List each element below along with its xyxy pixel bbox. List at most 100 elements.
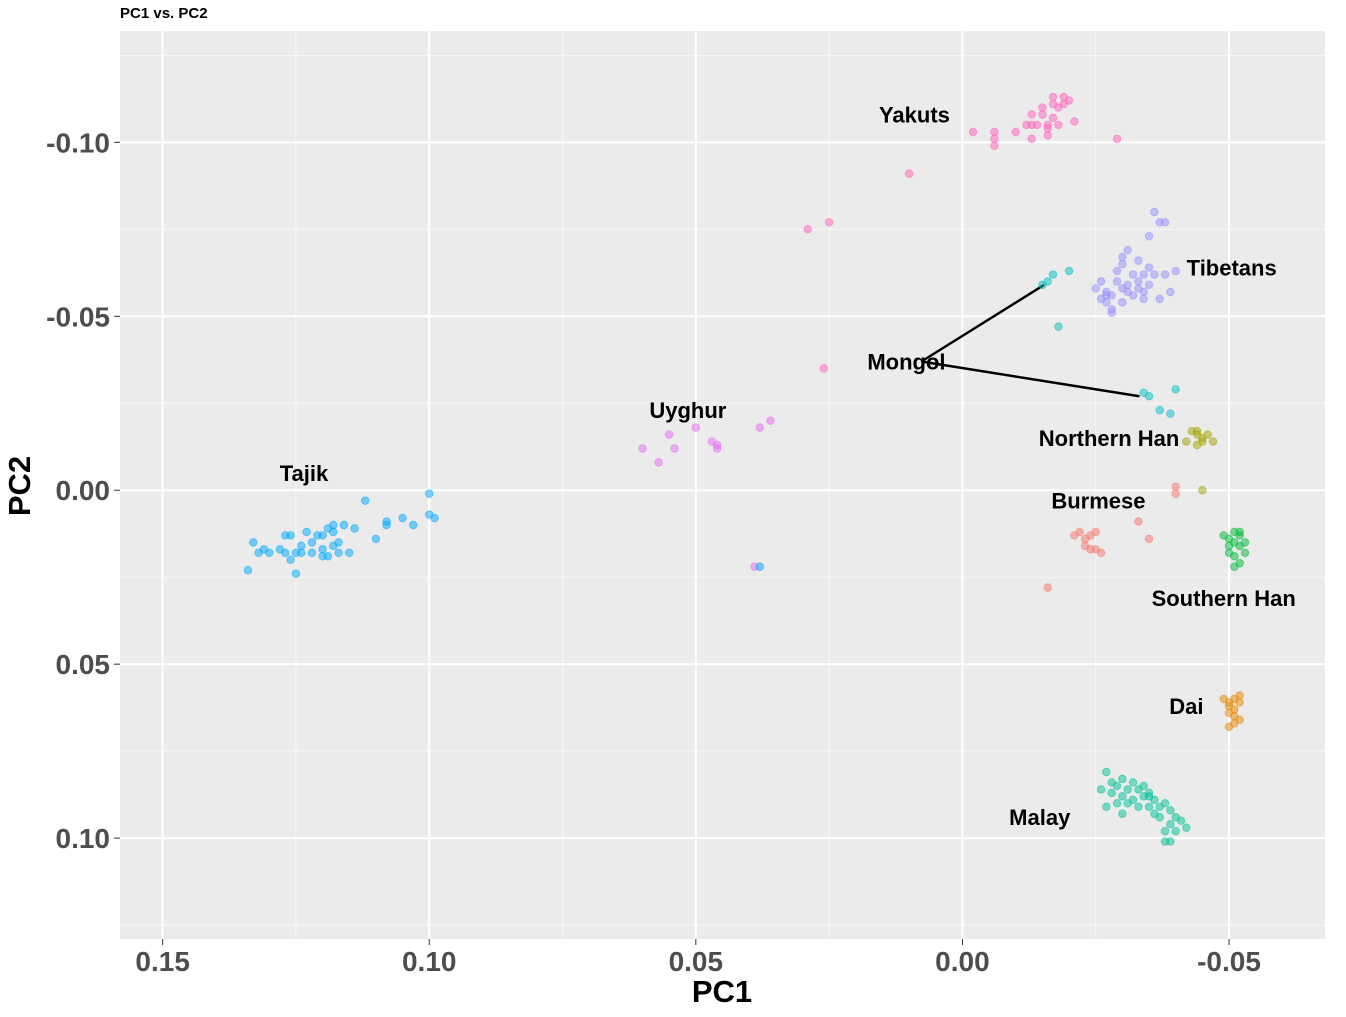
tibetans-point xyxy=(1160,270,1170,279)
y-axis-ticks: -0.10 -0.05 0.00 0.05 0.10 xyxy=(46,127,120,854)
burmese-label: Burmese xyxy=(1051,489,1145,514)
uyghur-point xyxy=(638,444,647,453)
tajik-point xyxy=(243,566,253,575)
x-axis-ticks: 0.15 0.10 0.05 0.00 -0.05 xyxy=(135,939,1261,977)
malay-point xyxy=(1144,802,1154,812)
minor-gridlines xyxy=(120,31,1325,939)
tajik-point xyxy=(297,541,306,551)
connector-line xyxy=(920,283,1045,363)
uyghur-label: Uyghur xyxy=(649,398,726,423)
tajik-point xyxy=(318,545,327,554)
yakuts-point xyxy=(1027,134,1036,144)
burmese-point xyxy=(1096,548,1106,558)
yakuts-point xyxy=(824,218,834,227)
tajik-point xyxy=(254,548,263,558)
tajik-point xyxy=(371,534,381,544)
dai-point xyxy=(1235,698,1244,707)
tibetans-point xyxy=(1118,259,1127,269)
tibetans-point xyxy=(1139,287,1148,297)
yakuts-point xyxy=(1043,124,1052,133)
yakuts-point xyxy=(990,127,999,137)
malay-point xyxy=(1118,809,1127,818)
tibetans-point xyxy=(1144,280,1154,290)
northern-han-point xyxy=(1192,426,1202,436)
yakuts-point xyxy=(1011,127,1020,137)
tibetans-point xyxy=(1112,277,1122,286)
tajik-point xyxy=(425,489,434,498)
southern-han-point xyxy=(1224,534,1234,544)
tajik-point xyxy=(329,520,338,530)
yakuts-point xyxy=(803,225,813,234)
malay-point xyxy=(1176,816,1186,825)
burmese-point xyxy=(1043,583,1052,592)
yakuts-point xyxy=(1048,113,1058,123)
mongol-point xyxy=(1166,409,1175,418)
uyghur-point xyxy=(670,444,679,453)
x-axis-title: PC1 xyxy=(692,974,752,1009)
mongol-point xyxy=(1048,270,1058,279)
yakuts-point xyxy=(904,169,914,178)
tajik-point xyxy=(249,538,258,547)
dai-label: Dai xyxy=(1169,694,1203,719)
mongol-point xyxy=(1043,277,1052,286)
tibetans-point xyxy=(1107,305,1116,314)
tajik-point xyxy=(275,545,285,554)
mongol-point xyxy=(1054,322,1063,331)
yakuts-point xyxy=(1048,92,1058,102)
malay-point xyxy=(1118,774,1127,784)
y-tick-label: -0.05 xyxy=(46,301,110,332)
tajik-point xyxy=(382,520,391,530)
tibetans-point xyxy=(1128,291,1138,300)
malay-point xyxy=(1160,837,1170,846)
yakuts-point xyxy=(1043,131,1052,140)
uyghur-point xyxy=(766,416,775,425)
tibetans-point xyxy=(1123,245,1132,255)
yakuts-label: Yakuts xyxy=(879,102,950,127)
yakuts-point xyxy=(990,141,999,151)
tibetans-point xyxy=(1112,266,1122,276)
tibetans-point xyxy=(1144,263,1154,272)
tibetans-label: Tibetans xyxy=(1187,256,1277,281)
tajik-point xyxy=(291,569,301,578)
mongol-point xyxy=(1155,406,1164,415)
uyghur-point xyxy=(691,423,701,432)
tibetans-point xyxy=(1150,207,1159,217)
malay-point xyxy=(1171,826,1180,836)
tajik-point xyxy=(339,520,349,530)
yakuts-point xyxy=(1070,117,1079,126)
malay-point xyxy=(1166,819,1175,829)
malay-point xyxy=(1182,823,1191,832)
mongol-point xyxy=(1171,385,1180,394)
malay-point xyxy=(1118,792,1127,801)
malay-point xyxy=(1166,806,1175,815)
tibetans-point xyxy=(1160,218,1170,227)
malay-point xyxy=(1128,795,1138,805)
tajik-point xyxy=(334,548,343,558)
southern-han-point xyxy=(1230,552,1239,561)
tajik-point xyxy=(409,520,418,530)
x-tick-label: 0.00 xyxy=(935,946,990,977)
x-tick-label: 0.10 xyxy=(402,946,457,977)
malay-point xyxy=(1160,826,1170,836)
tibetans-point xyxy=(1171,266,1180,276)
malay-point xyxy=(1160,799,1170,808)
mongol-point xyxy=(1064,266,1074,276)
dai-point xyxy=(1230,705,1239,714)
uyghur-point xyxy=(755,423,765,432)
yakuts-point xyxy=(1064,96,1074,105)
northern-han-point xyxy=(1203,430,1212,439)
tibetans-point xyxy=(1150,270,1159,279)
malay-point xyxy=(1134,802,1143,812)
tajik-point xyxy=(297,548,306,558)
malay-point xyxy=(1102,802,1111,812)
malay-point xyxy=(1112,799,1122,808)
tajik-point xyxy=(307,548,317,558)
tajik-point xyxy=(323,552,333,561)
southern-han-label: Southern Han xyxy=(1152,586,1296,611)
tibetans-point xyxy=(1128,270,1138,279)
data-points xyxy=(243,92,1250,846)
malay-point xyxy=(1139,781,1148,791)
tibetans-point xyxy=(1155,294,1164,304)
tajik-label: Tajik xyxy=(280,461,329,486)
tibetans-point xyxy=(1096,277,1106,286)
